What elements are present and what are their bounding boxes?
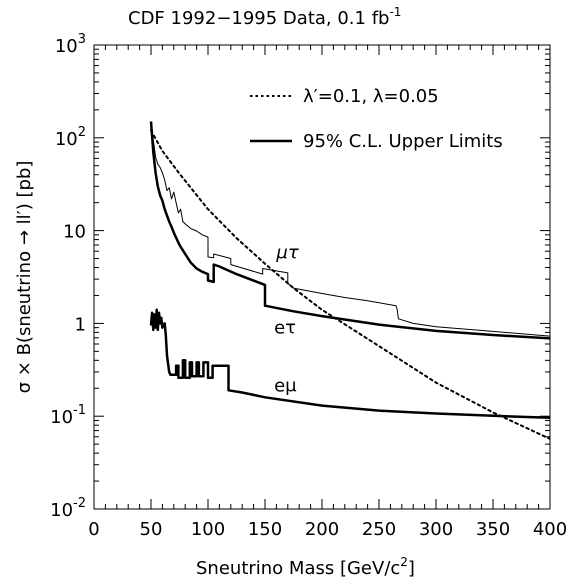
legend-label-dotted: λ′=0.1, λ=0.05 (303, 86, 439, 107)
chart-title-superscript: -1 (389, 5, 401, 19)
legend-label-solid: 95% C.L. Upper Limits (303, 131, 503, 152)
y-axis-title: σ × B(sneutrino → ll′) [pb] (14, 161, 35, 394)
series-line-0 (150, 129, 550, 440)
x-tick-label: 0 (88, 519, 99, 540)
legend: λ′=0.1, λ=0.05 95% C.L. Upper Limits (250, 86, 503, 152)
x-axis-title-superscript: 2 (400, 555, 408, 569)
x-tick-label: 200 (305, 519, 339, 540)
y-tick-label: 10 (63, 222, 86, 243)
x-tick-label: 250 (362, 519, 396, 540)
x-tick-label: 300 (419, 519, 453, 540)
y-tick-label: 103 (55, 32, 86, 57)
y-tick-label: 102 (55, 125, 86, 150)
x-axis-title-suffix: ] (408, 558, 415, 579)
annotation-e-tau: eτ (274, 317, 296, 338)
x-tick-label: 50 (140, 519, 163, 540)
series-line-1 (150, 121, 550, 337)
annotation-mu-tau: μτ (275, 243, 298, 264)
annotation-e-mu: eμ (274, 375, 297, 396)
x-tick-label: 400 (533, 519, 567, 540)
x-tick-label: 350 (476, 519, 510, 540)
data-series (149, 121, 550, 440)
series-line-3 (149, 308, 550, 420)
x-axis-title: Sneutrino Mass [GeV/c2] (196, 555, 415, 579)
x-tick-labels: 0 50 100 150 200 250 300 350 400 (88, 519, 567, 540)
axis-ticks (93, 44, 551, 510)
series-line-2 (149, 121, 550, 340)
y-tick-label: 10-2 (50, 496, 86, 521)
x-tick-label: 100 (191, 519, 225, 540)
y-tick-label: 10-1 (50, 403, 86, 428)
y-tick-label: 1 (75, 314, 86, 335)
chart-title: CDF 1992−1995 Data, 0.1 fb-1 (128, 5, 401, 29)
x-tick-label: 150 (248, 519, 282, 540)
curve-annotations: μτ eτ eμ (274, 243, 299, 397)
y-tick-labels: 10-2 10-1 1 10 102 103 (50, 32, 86, 521)
plot-frame (93, 44, 551, 510)
